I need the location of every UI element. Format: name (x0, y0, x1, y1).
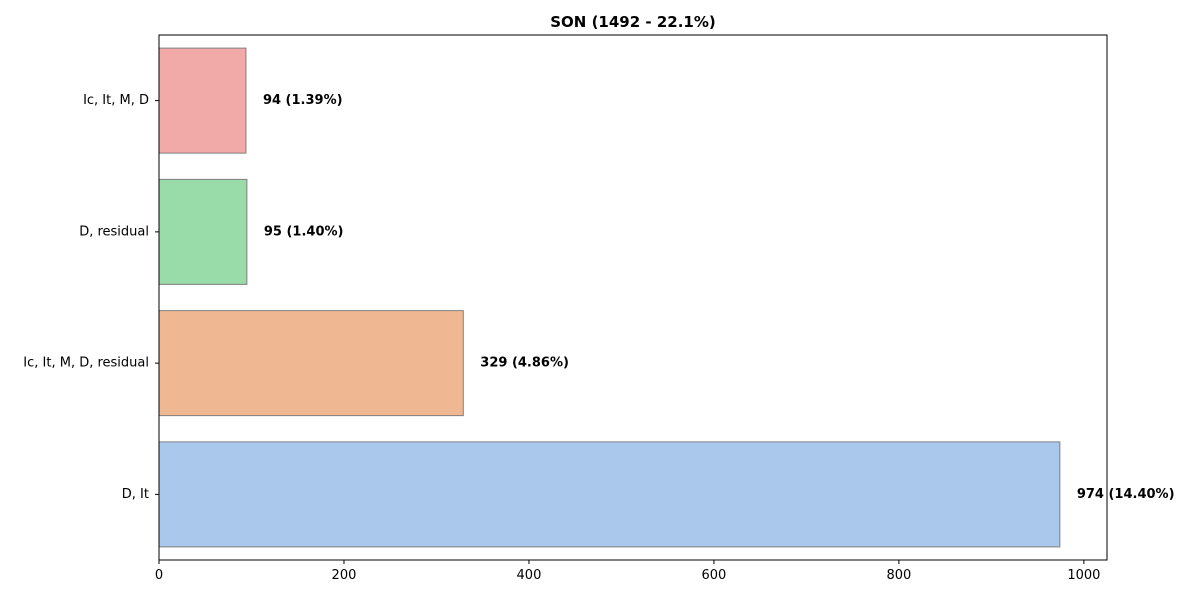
bars-layer (158, 47, 1061, 548)
bar-1 (158, 310, 464, 417)
x-tick-label-5: 1000 (1067, 568, 1100, 583)
x-tick-label-4: 800 (886, 568, 911, 583)
bar-value-label-2: 95 (1.40%) (264, 224, 344, 239)
x-tick-label-0: 0 (155, 568, 163, 583)
x-tick-label-1: 200 (332, 568, 357, 583)
y-tick-label-2: D, residual (79, 224, 149, 239)
x-axis-ticks: 0 200 400 600 800 1000 (155, 560, 1100, 583)
y-tick-label-3: Ic, It, M, D (83, 93, 149, 108)
bar-0 (158, 441, 1061, 548)
bar-3 (158, 47, 247, 154)
bar-value-label-0: 974 (14.40%) (1077, 487, 1175, 502)
chart-title: SON (1492 - 22.1%) (550, 13, 716, 31)
bar-value-label-1: 329 (4.86%) (480, 356, 569, 371)
bar-value-label-3: 94 (1.39%) (263, 93, 343, 108)
plot-frame (158, 34, 1108, 561)
y-axis-ticks: D, It Ic, It, M, D, residual D, residual Ic… (23, 93, 159, 502)
bar-2 (158, 178, 248, 285)
x-tick-label-2: 400 (517, 568, 542, 583)
value-labels-layer: 974 (14.40%) 329 (4.86%) 95 (1.40%) 94 (1.3… (263, 93, 1175, 502)
y-tick-label-1: Ic, It, M, D, residual (23, 356, 149, 371)
x-tick-label-3: 600 (702, 568, 727, 583)
y-tick-label-0: D, It (122, 487, 149, 502)
